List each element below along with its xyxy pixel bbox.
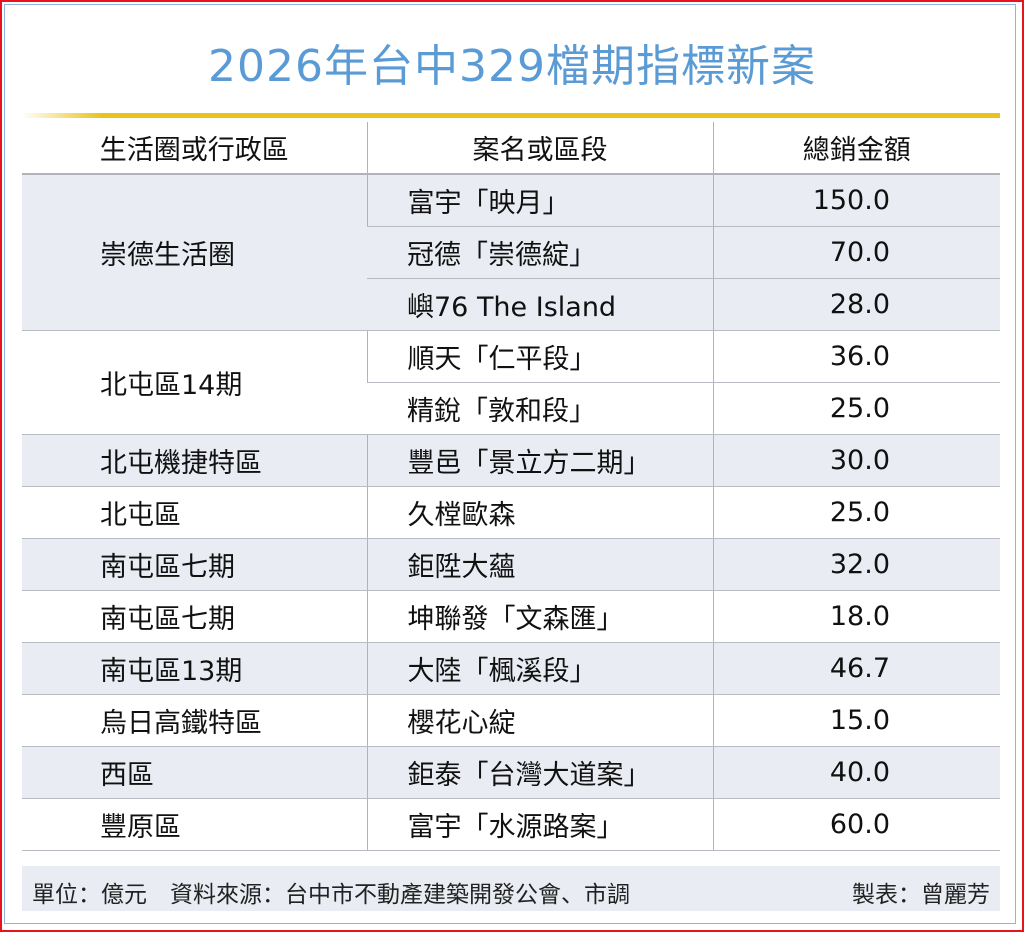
- table-header-row: 生活圈或行政區 案名或區段 總銷金額: [22, 122, 1000, 175]
- cell-total-sales: 15.0: [712, 694, 1000, 747]
- table-row: 南屯區七期 坤聯發「文森匯」 18.0: [22, 590, 1000, 643]
- table-row: 西區 鉅泰「台灣大道案」 40.0: [22, 746, 1000, 799]
- cell-area: 北屯機捷特區: [22, 434, 367, 487]
- table-row: 冠德「崇德綻」 70.0: [22, 226, 1000, 279]
- cell-area: 南屯區七期: [22, 538, 367, 591]
- table-row: 南屯區七期 鉅陞大蘊 32.0: [22, 538, 1000, 591]
- footer-note: 單位：億元 資料來源：台中市不動產建築開發公會、市調: [32, 882, 630, 908]
- cell-total-sales: 18.0: [712, 590, 1000, 643]
- table-row: 北屯機捷特區 豐邑「景立方二期」 30.0: [22, 434, 1000, 487]
- cell-total-sales: 60.0: [712, 798, 1000, 851]
- cell-project: 鉅陞大蘊: [366, 538, 713, 591]
- cell-total-sales: 36.0: [712, 330, 1000, 383]
- cell-total-sales: 32.0: [712, 538, 1000, 591]
- table-row: 嶼76 The Island 28.0: [22, 278, 1000, 331]
- cell-area: 豐原區: [22, 798, 367, 851]
- table-row: 北屯區 久樘歐森 25.0: [22, 486, 1000, 539]
- cell-project: 順天「仁平段」: [366, 330, 713, 383]
- footer-credit: 製表：曾麗芳: [852, 882, 990, 908]
- cell-project: 精銳「敦和段」: [367, 382, 713, 435]
- page-title: 2026年台中329檔期指標新案: [208, 41, 816, 92]
- cell-project: 豐邑「景立方二期」: [366, 434, 713, 487]
- header-total-sales: 總銷金額: [712, 122, 1000, 175]
- data-table: 生活圈或行政區 案名或區段 總銷金額 崇德生活圈 富宇「映月」 150.0 冠德「崇德…: [22, 122, 1000, 851]
- cell-total-sales: 25.0: [712, 486, 1000, 539]
- cell-total-sales: 30.0: [712, 434, 1000, 487]
- cell-total-sales: 40.0: [712, 746, 1000, 799]
- cell-area: 南屯區七期: [22, 590, 367, 643]
- table-row: 崇德生活圈 富宇「映月」 150.0: [22, 174, 1000, 331]
- cell-project: 嶼76 The Island: [367, 278, 713, 331]
- cell-project: 大陸「楓溪段」: [366, 642, 713, 695]
- cell-area: 北屯區: [22, 486, 367, 539]
- cell-total-sales: 70.0: [712, 226, 1000, 279]
- cell-area: 北屯區14期: [22, 330, 367, 435]
- cell-total-sales: 46.7: [712, 642, 1000, 695]
- table-row: 豐原區 富宇「水源路案」 60.0: [22, 798, 1000, 851]
- header-project: 案名或區段: [366, 122, 713, 175]
- table-row: 南屯區13期 大陸「楓溪段」 46.7: [22, 642, 1000, 695]
- inner-border: [4, 4, 1016, 924]
- title-divider: [22, 113, 1000, 118]
- cell-area: 西區: [22, 746, 367, 799]
- cell-project: 富宇「水源路案」: [366, 798, 713, 851]
- table-row: 烏日高鐵特區 櫻花心綻 15.0: [22, 694, 1000, 747]
- cell-total-sales: 28.0: [712, 278, 1000, 331]
- table-row: 精銳「敦和段」 25.0: [22, 382, 1000, 435]
- cell-total-sales: 150.0: [712, 174, 1000, 227]
- footer: 單位：億元 資料來源：台中市不動產建築開發公會、市調 製表：曾麗芳: [22, 866, 1000, 911]
- header-area: 生活圈或行政區: [22, 122, 367, 175]
- cell-project: 鉅泰「台灣大道案」: [366, 746, 713, 799]
- cell-area: 烏日高鐵特區: [22, 694, 367, 747]
- cell-total-sales: 25.0: [712, 382, 1000, 435]
- cell-project: 櫻花心綻: [366, 694, 713, 747]
- cell-project: 坤聯發「文森匯」: [366, 590, 713, 643]
- cell-project: 富宇「映月」: [366, 174, 713, 227]
- cell-area: 崇德生活圈: [22, 174, 367, 331]
- cell-area: 南屯區13期: [22, 642, 367, 695]
- table-row: 北屯區14期 順天「仁平段」 36.0: [22, 330, 1000, 435]
- cell-project: 冠德「崇德綻」: [367, 226, 713, 279]
- cell-project: 久樘歐森: [366, 486, 713, 539]
